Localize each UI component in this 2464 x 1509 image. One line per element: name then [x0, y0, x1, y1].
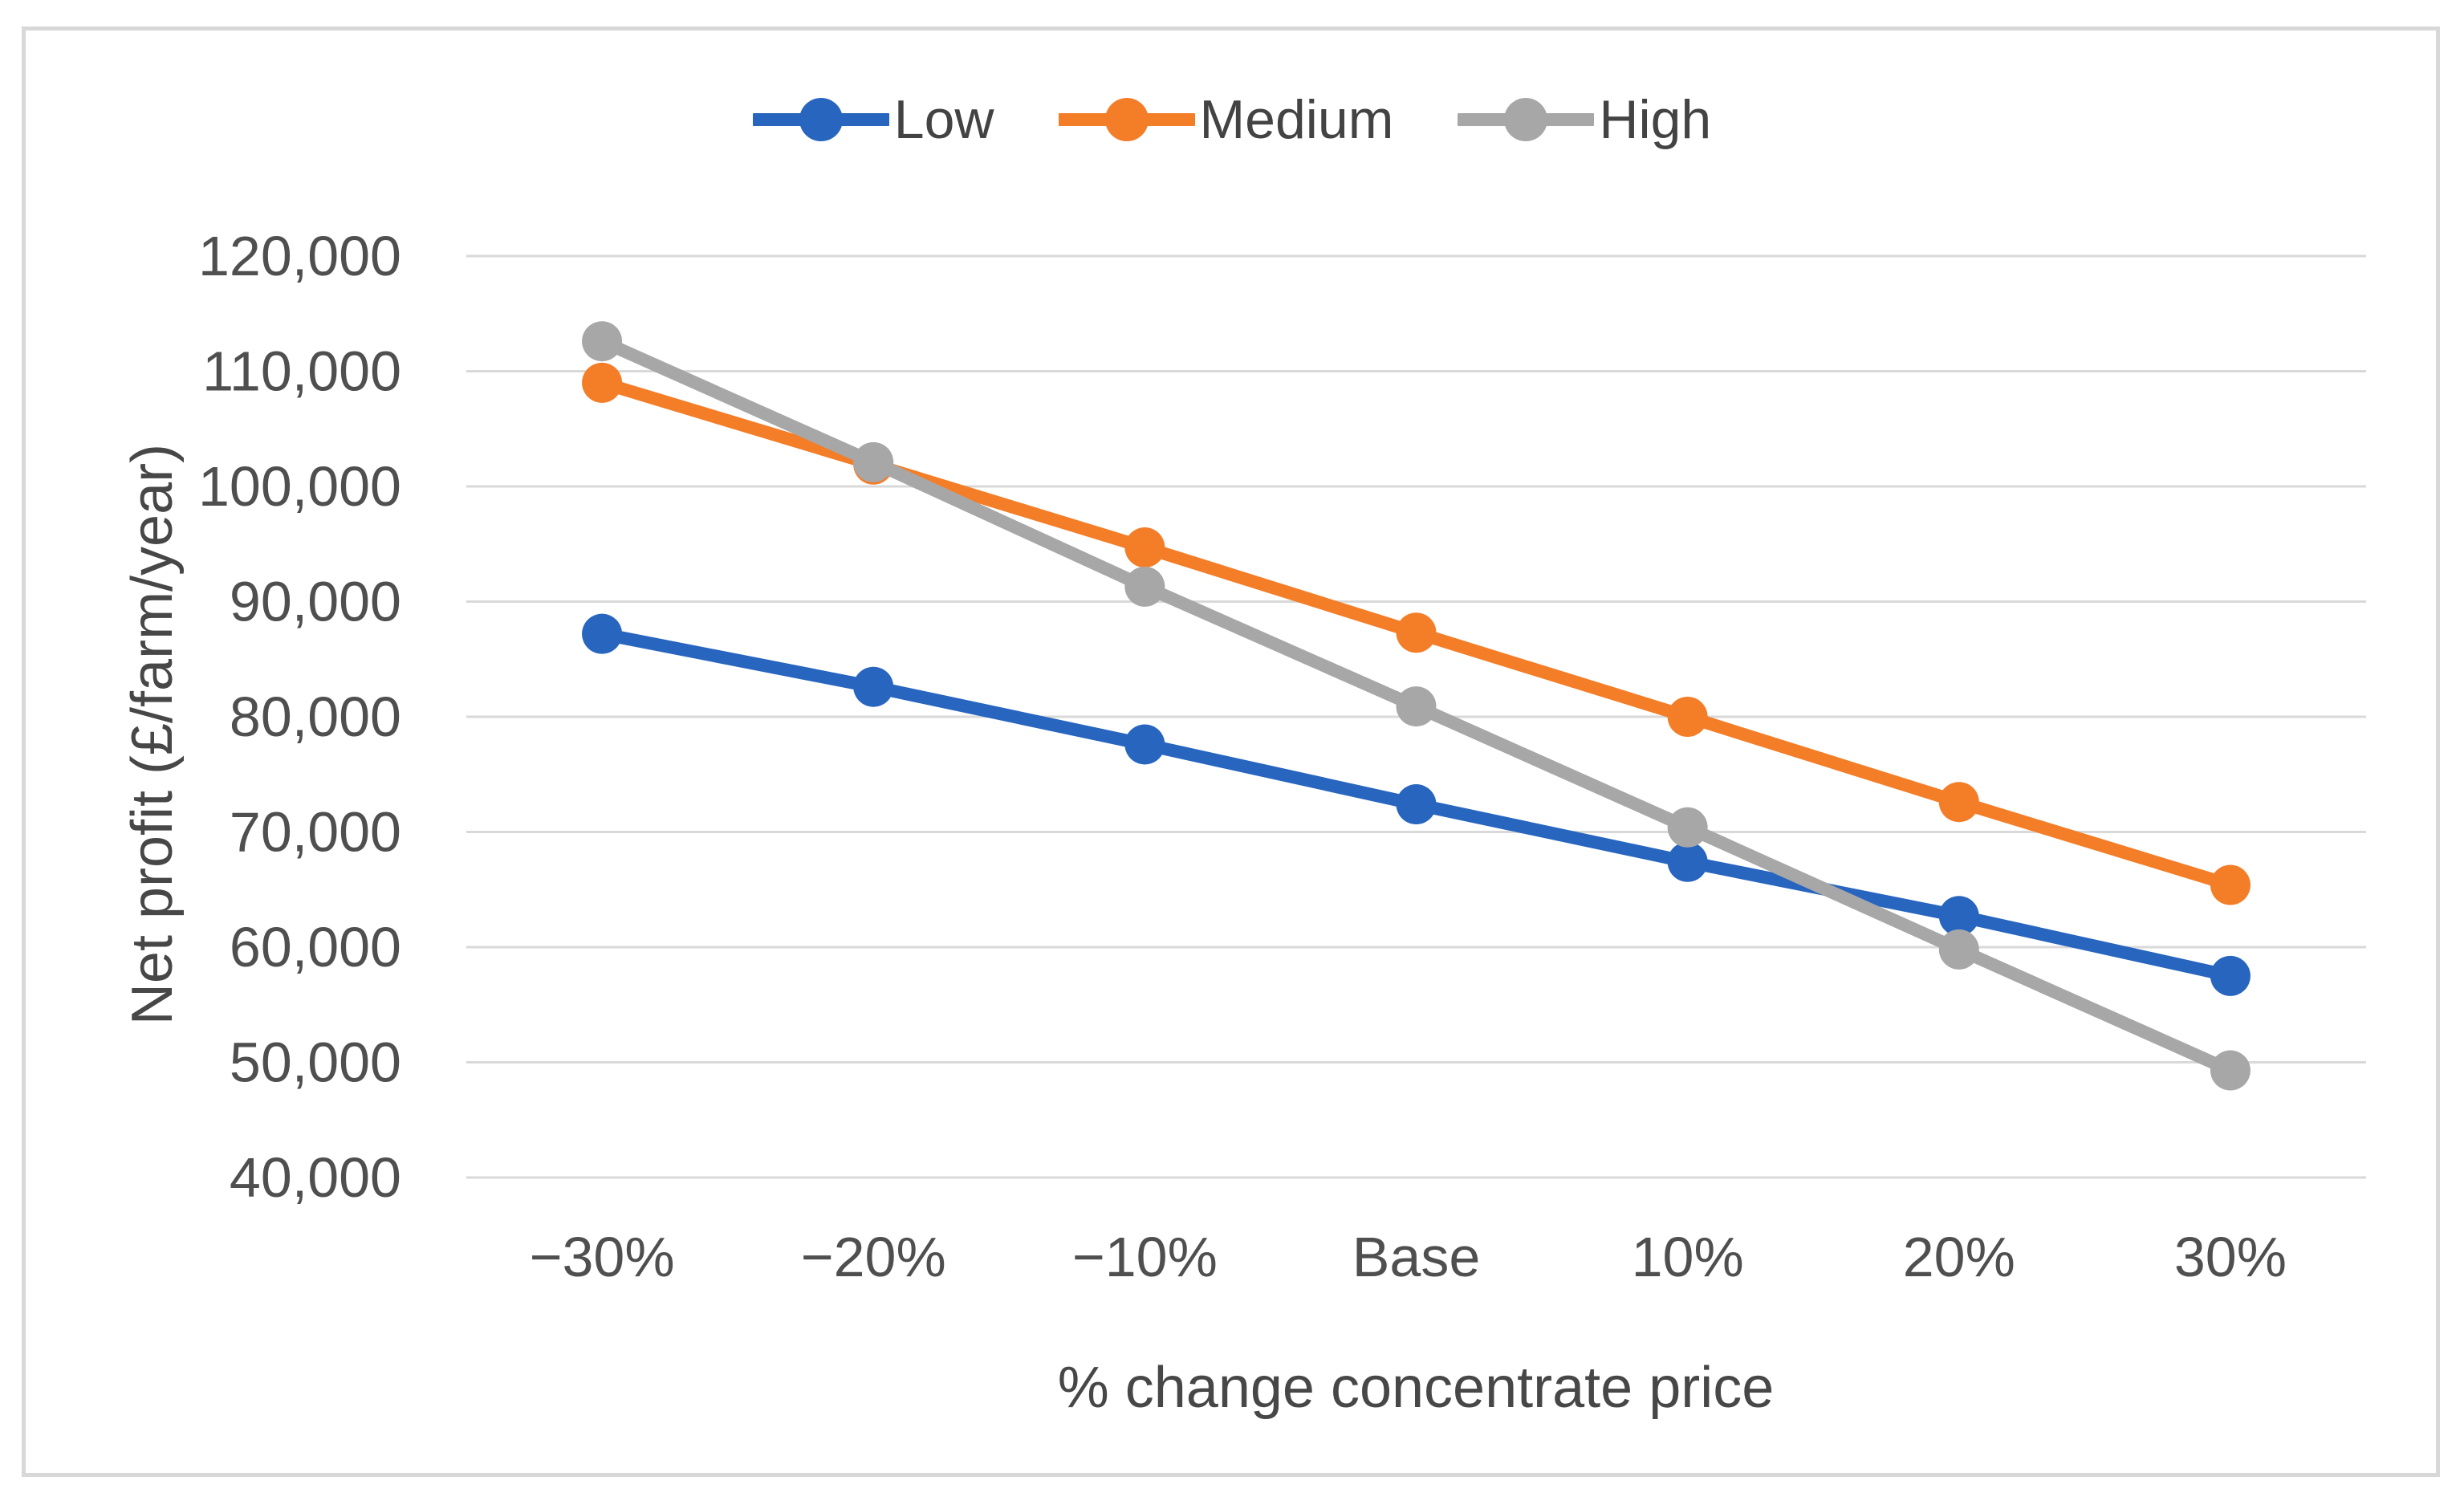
legend-item-high: High: [1458, 88, 1711, 151]
series-marker-high: [1124, 566, 1165, 607]
x-tick-label: 10%: [1632, 1226, 1744, 1288]
y-tick-label: 110,000: [202, 340, 401, 403]
y-tick-label: 80,000: [230, 685, 401, 748]
legend-item-medium: Medium: [1058, 88, 1394, 151]
series-marker-medium: [582, 362, 623, 403]
series-marker-medium: [1124, 527, 1165, 568]
legend-label-low: Low: [893, 89, 994, 150]
y-tick-label: 100,000: [198, 455, 401, 518]
legend: Low Medium High: [0, 88, 2464, 151]
series-marker-low: [853, 666, 894, 707]
y-tick-label: 90,000: [230, 571, 401, 633]
x-tick-label: −20%: [801, 1226, 946, 1288]
series-marker-low: [1124, 724, 1165, 765]
series-marker-low: [1667, 841, 1708, 882]
x-tick-label: −10%: [1072, 1226, 1218, 1288]
series-marker-medium: [2210, 864, 2251, 905]
x-tick-label: Base: [1352, 1226, 1481, 1288]
series-marker-high: [853, 441, 894, 482]
y-tick-label: 70,000: [230, 801, 401, 864]
legend-line-marker-icon: [1458, 98, 1595, 141]
series-marker-low: [1938, 896, 1979, 937]
series-marker-medium: [1667, 697, 1708, 737]
y-tick-label: 60,000: [230, 916, 401, 978]
series-marker-low: [1396, 784, 1437, 825]
x-tick-label: 30%: [2174, 1226, 2287, 1288]
series-marker-high: [1667, 807, 1708, 848]
series-marker-high: [582, 321, 623, 362]
x-tick-label: −30%: [530, 1226, 675, 1288]
figure-border: [22, 26, 2440, 1477]
series-marker-medium: [1938, 782, 1979, 823]
legend-label-medium: Medium: [1199, 89, 1394, 150]
legend-line-marker-icon: [1058, 98, 1195, 141]
legend-item-low: Low: [752, 88, 994, 151]
series-marker-medium: [1396, 612, 1437, 653]
x-tick-label: 20%: [1903, 1226, 2015, 1288]
x-axis-title: % change concentrate price: [1057, 1356, 1775, 1420]
y-tick-label: 120,000: [198, 225, 401, 287]
series-marker-low: [2210, 955, 2251, 996]
y-axis-title: Net profit (£/farm/year): [120, 443, 185, 1026]
y-tick-label: 40,000: [230, 1146, 401, 1209]
series-marker-high: [1938, 929, 1979, 970]
y-tick-label: 50,000: [230, 1031, 401, 1094]
series-marker-low: [582, 613, 623, 654]
legend-line-marker-icon: [752, 98, 889, 141]
series-marker-high: [1396, 686, 1437, 727]
legend-label-high: High: [1599, 89, 1712, 150]
series-marker-high: [2210, 1050, 2251, 1091]
